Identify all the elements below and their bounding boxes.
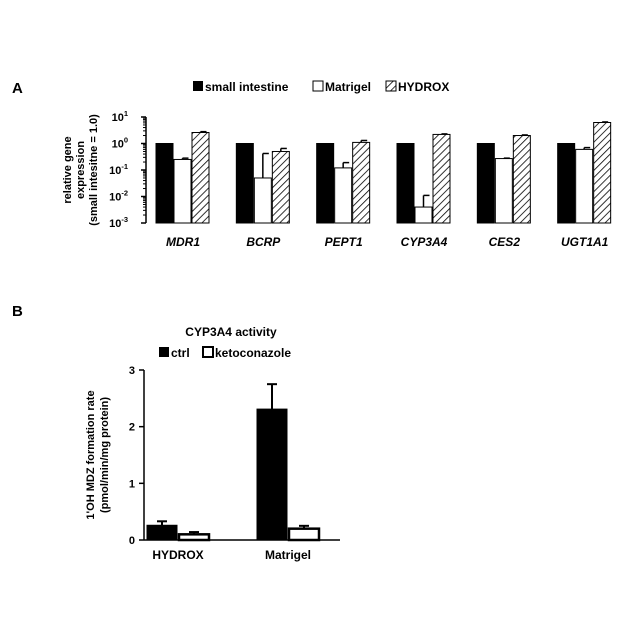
panel-a-y-tick-label: 10-2 <box>109 189 128 204</box>
panel-b-y-axis-title: 1'OH MDZ formation rate (pmol/min/mg pro… <box>85 390 111 519</box>
legend-label-ctrl: ctrl <box>171 346 190 360</box>
panel-a-bar-hydrox <box>353 142 370 223</box>
panel-a-chart: 10-3 10-2 10-1 100 101 MDR1 BCRP PEPT1 CYP3A4 CES… <box>109 109 611 249</box>
legend-label-hydrox: HYDROX <box>398 80 449 94</box>
panel-a-bar-small-intestine <box>558 144 575 224</box>
panel-a-bar-matrigel <box>415 207 432 223</box>
figure: A small intestine Matrigel HYDROX relati… <box>0 0 640 640</box>
panel-a-bar-hydrox <box>594 123 611 223</box>
panel-a-bar-small-intestine <box>397 144 414 224</box>
panel-b-y-tick-label: 3 <box>129 365 135 377</box>
panel-a-bar-matrigel <box>254 178 271 223</box>
panel-a-bar-hydrox <box>433 134 450 223</box>
panel-b-y-tick-label: 0 <box>129 535 135 547</box>
panel-b-title: CYP3A4 activity <box>185 325 277 339</box>
panel-a-bar-small-intestine <box>156 144 173 224</box>
panel-a-legend: small intestine Matrigel HYDROX <box>193 80 449 94</box>
panel-a-ylabel-line2: expression <box>75 141 87 199</box>
panel-a-y-tick-label: 10-3 <box>109 215 128 230</box>
legend-swatch-matrigel <box>313 81 323 91</box>
panel-b-category-label: Matrigel <box>265 548 311 562</box>
legend-swatch-ketoconazole <box>203 347 213 357</box>
panel-a-category-label: CYP3A4 <box>401 235 448 249</box>
panel-a-bar-hydrox <box>513 136 530 223</box>
panel-a-bar-hydrox <box>272 151 289 223</box>
panel-a-bar-matrigel <box>174 159 191 223</box>
legend-label-matrigel: Matrigel <box>325 80 371 94</box>
panel-a-category-label: MDR1 <box>166 235 200 249</box>
legend-label-ketoconazole: ketoconazole <box>215 346 291 360</box>
panel-b-bar-ctrl <box>257 409 287 540</box>
legend-label-small-intestine: small intestine <box>205 80 289 94</box>
legend-swatch-ctrl <box>159 347 169 357</box>
panel-a-y-tick-label: 100 <box>112 136 128 151</box>
legend-swatch-hydrox <box>386 81 396 91</box>
panel-a-bar-hydrox <box>192 133 209 223</box>
panel-a-bar-matrigel <box>335 168 352 223</box>
panel-b-legend: ctrl ketoconazole <box>159 346 291 360</box>
panel-a-ylabel-line1: relative gene <box>62 136 74 203</box>
panel-a-y-tick-label: 10-1 <box>109 162 128 177</box>
panel-b-category-label: HYDROX <box>152 548 203 562</box>
panel-b-ylabel-line2: (pmol/min/mg protein) <box>99 397 111 513</box>
panel-a-y-tick-label: 101 <box>112 109 128 124</box>
panel-a-bar-small-intestine <box>477 144 494 224</box>
panel-a-category-label: BCRP <box>246 235 281 249</box>
panel-b-bar-ketoconazole <box>289 529 319 540</box>
panel-b-y-tick-label: 2 <box>129 422 135 434</box>
panel-a-category-label: UGT1A1 <box>561 235 609 249</box>
panel-b-bar-ketoconazole <box>179 534 209 540</box>
panel-a-category-label: PEPT1 <box>325 235 363 249</box>
panel-a-bar-small-intestine <box>317 144 334 224</box>
panel-b-chart: 0 1 2 3 HYDROX Matrigel <box>129 365 340 562</box>
panel-a-bar-matrigel <box>576 149 593 223</box>
panel-b-bar-ctrl <box>147 525 177 540</box>
panel-b-y-tick-label: 1 <box>129 478 135 490</box>
panel-b-label: B <box>12 303 23 320</box>
panel-b-ylabel-line1: 1'OH MDZ formation rate <box>85 390 97 519</box>
panel-a-bar-matrigel <box>495 159 512 223</box>
panel-a-label: A <box>12 80 23 97</box>
panel-a-y-axis-title: relative gene expression (small intesitn… <box>62 114 100 226</box>
panel-a-category-label: CES2 <box>489 235 521 249</box>
legend-swatch-small-intestine <box>193 81 203 91</box>
panel-a-bar-small-intestine <box>236 144 253 224</box>
panel-a-ylabel-line3: (small intesitne = 1.0) <box>88 114 100 226</box>
